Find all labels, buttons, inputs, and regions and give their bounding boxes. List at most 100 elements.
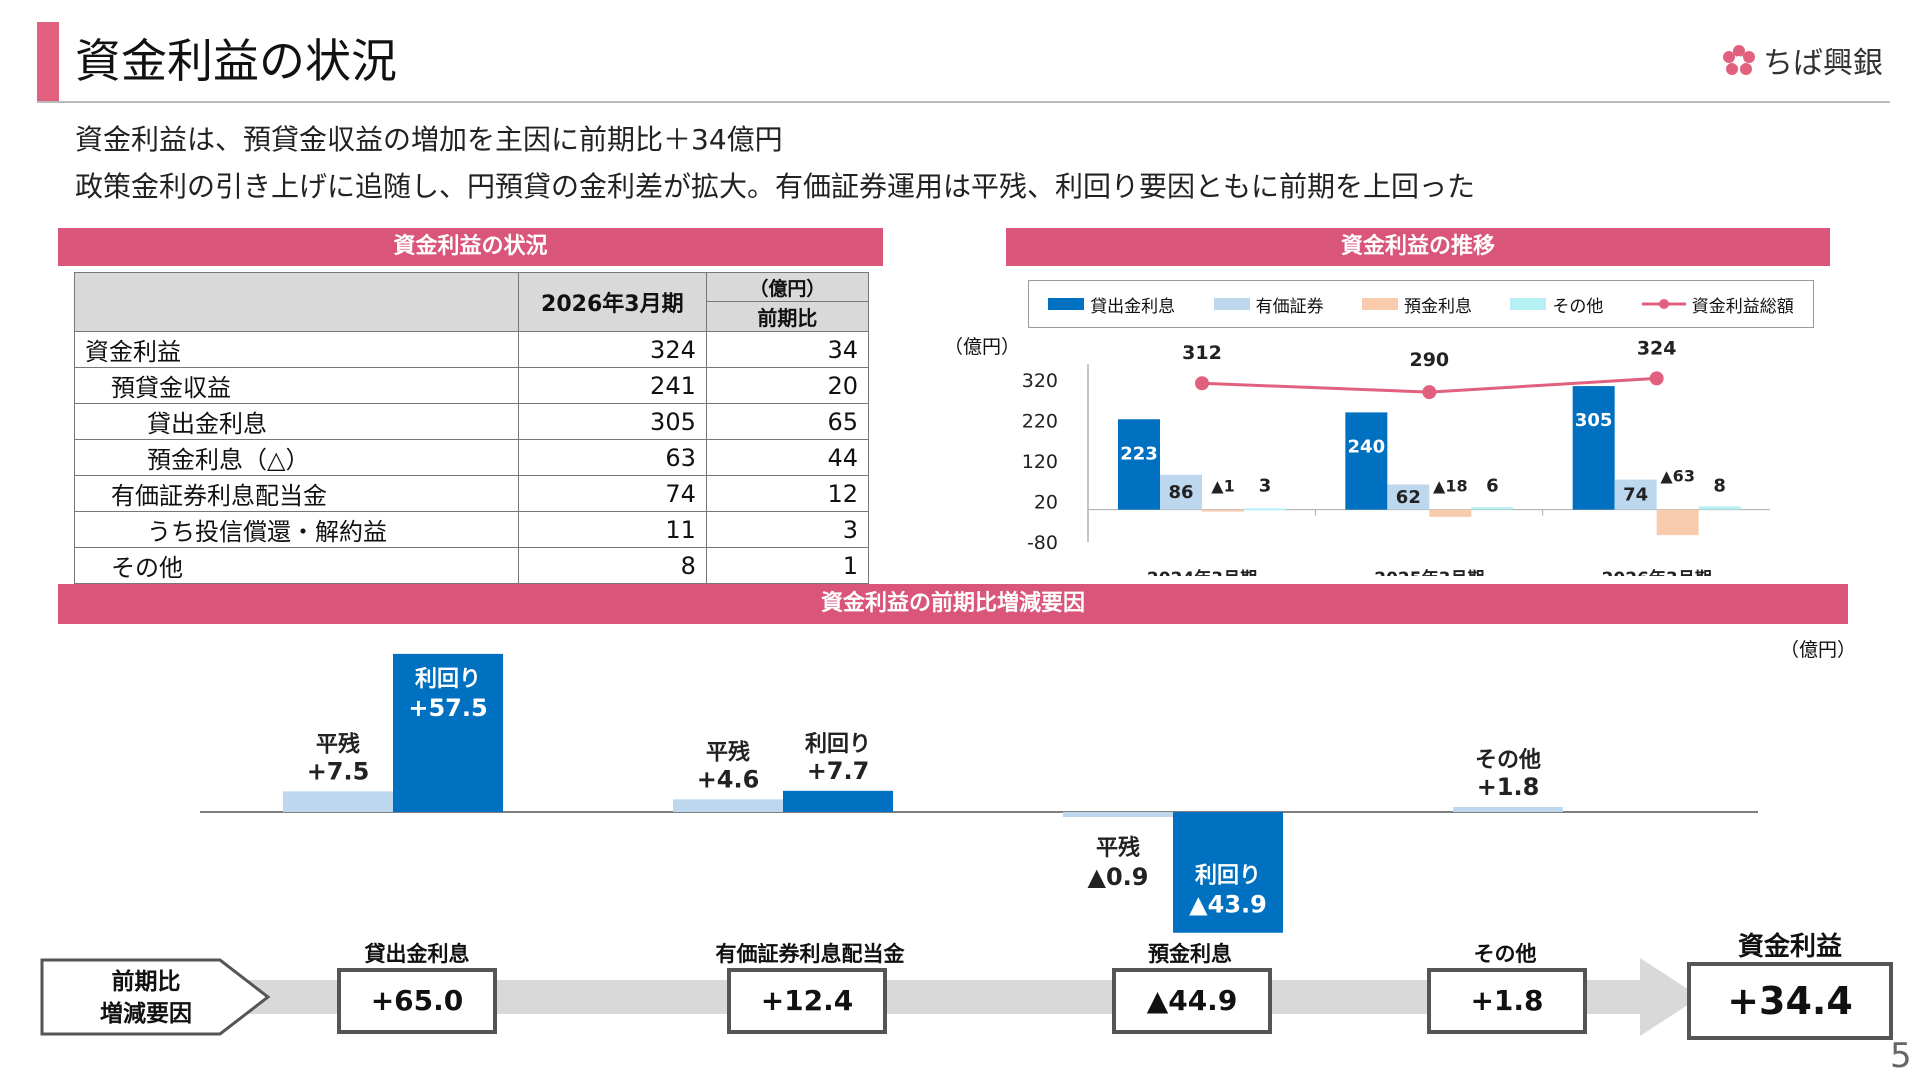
bar-有価証券	[1160, 474, 1202, 510]
total-point	[1649, 371, 1664, 386]
row-label: 預金利息（△）	[74, 439, 519, 476]
bar-data-label: 3	[1259, 476, 1272, 497]
total-label: 資金利益	[1737, 932, 1842, 962]
row-label: 貸出金利息	[74, 403, 519, 440]
header-change: 前期比	[705, 301, 870, 332]
total-point	[1195, 376, 1209, 391]
factor-bar-name: 利回り	[805, 732, 871, 757]
bar-data-label: 240	[1348, 436, 1386, 457]
row-change: 34	[705, 331, 870, 368]
factor-bar-value: ▲43.9	[1189, 891, 1267, 919]
factor-label: 有価証券利息配当金	[715, 942, 905, 966]
table-row: 預金利息（△） 63 44	[74, 439, 870, 476]
factor-bar-name: 平残	[706, 739, 750, 765]
y-tick-label: 220	[1022, 411, 1058, 433]
factor-row-label-2: 増減要因	[100, 1001, 192, 1027]
row-value: 11	[517, 511, 707, 548]
factor-bar	[1173, 812, 1283, 933]
header-current: 2026年3月期	[517, 272, 707, 332]
row-value: 305	[517, 403, 707, 440]
factor-row-label-1: 前期比	[111, 969, 181, 995]
factor-value-box: ▲44.9	[1112, 968, 1272, 1034]
row-label: 有価証券利息配当金	[74, 475, 519, 512]
bar-貸出金利息	[1345, 412, 1388, 510]
factors-section-header: 資金利益の前期比増減要因	[58, 584, 1848, 624]
bar-data-label: 223	[1120, 443, 1158, 464]
x-tick-label: 2026年3月期	[1602, 568, 1712, 576]
factor-bar-value: +1.8	[1477, 773, 1540, 801]
lead-text-2: 政策金利の引き上げに追随し、円預貸の金利差が拡大。有価証券運用は平残、利回り要因…	[75, 170, 1476, 203]
legend-label: その他	[1552, 296, 1604, 317]
factor-bar-value: +4.6	[697, 765, 760, 793]
row-change: 3	[705, 511, 870, 548]
status-table: 2026年3月期 （億円） 前期比 資金利益 324 34 預貸金収益 241 …	[74, 272, 870, 584]
legend-swatch	[1213, 298, 1250, 310]
bar-data-label: 86	[1168, 482, 1193, 503]
total-data-label: 324	[1637, 337, 1677, 359]
factor-label: その他	[1473, 942, 1537, 966]
bar-その他	[1698, 506, 1741, 510]
factors-unit: （億円）	[1780, 639, 1857, 661]
legend-item-deposit: 預金利息	[1361, 292, 1472, 317]
total-value-box: +34.4	[1687, 962, 1893, 1040]
factor-bar-name: 平残	[316, 731, 360, 757]
bar-有価証券	[1614, 479, 1657, 510]
row-change: 20	[705, 367, 870, 404]
y-tick-label: 120	[1022, 451, 1058, 473]
legend-swatch	[1048, 298, 1085, 310]
bar-data-label: ▲63	[1660, 467, 1695, 486]
factor-label: 預金利息	[1148, 942, 1232, 966]
factor-label: 貸出金利息	[364, 942, 470, 966]
bar-data-label: 8	[1713, 476, 1726, 497]
legend-swatch	[1361, 298, 1398, 310]
factor-row-label: 前期比 増減要因	[60, 966, 232, 1030]
factor-bar	[783, 790, 893, 812]
table-row: 資金利益 324 34	[74, 331, 870, 368]
x-tick-label: 2024年3月期	[1147, 568, 1257, 576]
table-row: うち投信償還・解約益 11 3	[74, 511, 870, 548]
bar-data-label: 62	[1396, 487, 1421, 508]
title-accent-bar	[37, 22, 59, 102]
factor-bar-value: +57.5	[408, 694, 487, 722]
row-change: 12	[705, 475, 870, 512]
legend-item-securities: 有価証券	[1213, 292, 1324, 317]
bar-data-label: ▲1	[1211, 477, 1234, 496]
table-header-blank	[74, 272, 519, 332]
factor-bar	[1453, 807, 1563, 812]
bar-data-label: 6	[1486, 476, 1499, 497]
factor-value-box: +1.8	[1427, 968, 1587, 1034]
row-value: 74	[517, 475, 707, 512]
x-tick-label: 2025年3月期	[1374, 568, 1484, 576]
bar-data-label: ▲18	[1433, 477, 1468, 496]
factor-bar	[393, 653, 503, 812]
status-section-header: 資金利益の状況	[58, 228, 883, 266]
bar-貸出金利息	[1572, 386, 1615, 510]
row-label-arrow	[40, 958, 271, 1036]
factor-bar-value: +7.5	[307, 757, 370, 785]
row-value: 8	[517, 547, 707, 584]
arrow-band-head	[1640, 958, 1700, 1036]
factor-value-box: +65.0	[337, 968, 497, 1034]
total-point	[1422, 385, 1437, 400]
factor-bar	[673, 799, 783, 812]
table-row: 貸出金利息 305 65	[74, 403, 870, 440]
row-change: 44	[705, 439, 870, 476]
legend-label: 貸出金利息	[1090, 296, 1176, 317]
table-row: 有価証券利息配当金 74 12	[74, 475, 870, 512]
factor-bar	[1063, 812, 1173, 817]
total-data-label: 312	[1182, 342, 1222, 364]
factor-bar-name: 利回り	[1195, 864, 1261, 889]
row-label: 預貸金収益	[74, 367, 519, 404]
legend-line-swatch	[1641, 299, 1686, 309]
factor-bar-value: ▲0.9	[1088, 863, 1149, 891]
factor-bar-name: 平残	[1096, 835, 1140, 861]
flower-icon	[1723, 45, 1755, 75]
legend-item-total: 資金利益総額	[1641, 292, 1794, 317]
bar-有価証券	[1387, 484, 1430, 510]
trend-section-header: 資金利益の推移	[1006, 228, 1830, 266]
legend-swatch	[1510, 298, 1547, 310]
page-title: 資金利益の状況	[75, 34, 397, 88]
y-tick-label: 20	[1034, 492, 1058, 514]
bar-その他	[1471, 507, 1514, 510]
